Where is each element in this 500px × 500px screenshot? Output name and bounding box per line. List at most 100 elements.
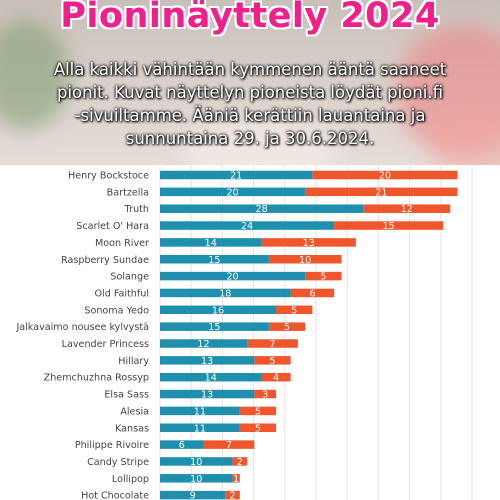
bar-segment-series-1 bbox=[160, 170, 313, 180]
data-label: 15 bbox=[208, 255, 220, 266]
bar-segment-series-1 bbox=[160, 255, 269, 264]
data-label: 4 bbox=[273, 373, 279, 384]
bar-segment-series-2 bbox=[232, 457, 248, 466]
bar-segment-series-1 bbox=[160, 204, 364, 213]
data-label: 6 bbox=[179, 440, 185, 451]
bar-segment-series-2 bbox=[363, 204, 451, 213]
chart-area: Henry Bockstoce 21 20 Bartzella 20 21 Truth 28 1… bbox=[0, 165, 500, 500]
category-label: Raspberry Sundae bbox=[61, 255, 149, 266]
data-label: 18 bbox=[219, 288, 231, 299]
category-label: Philippe Rivoire bbox=[75, 440, 149, 451]
data-label: 5 bbox=[291, 305, 297, 316]
bar-segment-series-1 bbox=[160, 406, 240, 416]
bar-segment-series-2 bbox=[247, 339, 298, 348]
data-label: 7 bbox=[226, 440, 232, 451]
bar-segment-series-1 bbox=[160, 339, 248, 348]
data-label: 21 bbox=[375, 187, 387, 198]
data-label: 21 bbox=[230, 171, 242, 182]
bar-segment-series-2 bbox=[276, 305, 313, 315]
bar-segment-series-2 bbox=[239, 406, 277, 416]
category-label: Zhemchuzhna Rossyp bbox=[44, 373, 149, 384]
data-label: 11 bbox=[194, 423, 206, 434]
page-title: Pioninäyttely 2024 bbox=[60, 0, 440, 36]
category-label: Hillary bbox=[118, 356, 149, 367]
data-label: 3 bbox=[262, 390, 268, 401]
data-label: 5 bbox=[255, 423, 261, 434]
category-label: Moon River bbox=[95, 238, 149, 249]
bar-segment-series-2 bbox=[254, 356, 291, 365]
subtitle-line: -sivuiltamme. Ääniä kerättiin lauantaina… bbox=[74, 106, 426, 125]
data-label: 5 bbox=[284, 322, 290, 333]
bar-segment-series-2 bbox=[268, 255, 342, 264]
bar-segment-series-2 bbox=[239, 423, 277, 432]
data-label: 14 bbox=[205, 373, 217, 384]
data-label: 5 bbox=[269, 356, 275, 367]
category-label: Henry Bockstoce bbox=[68, 171, 149, 182]
data-label: 10 bbox=[190, 457, 202, 468]
bar-segment-series-2 bbox=[268, 322, 306, 331]
subtitle-line: Alla kaikki vähintään kymmenen ääntä saa… bbox=[53, 60, 447, 79]
bar-segment-series-2 bbox=[261, 372, 291, 382]
data-label: 11 bbox=[194, 406, 206, 417]
header-banner: Pioninäyttely 2024 Alla kaikki vähintään… bbox=[0, 0, 500, 165]
subtitle-line: pionit. Kuvat näyttelyn pioneista löydät… bbox=[56, 83, 444, 102]
bar-segment-series-2 bbox=[290, 288, 335, 298]
category-label: Candy Stripe bbox=[87, 457, 149, 468]
category-label: Kansas bbox=[115, 423, 149, 434]
bar-segment-series-2 bbox=[261, 238, 356, 247]
category-label: Scarlet O' Hara bbox=[76, 221, 149, 232]
subtitle-line: sunnuntaina 29. ja 30.6.2024. bbox=[125, 129, 375, 148]
bar-segment-series-1 bbox=[160, 288, 291, 298]
data-label: 20 bbox=[226, 272, 238, 283]
data-label: 5 bbox=[255, 406, 261, 417]
data-label: 24 bbox=[241, 221, 253, 232]
data-label: 13 bbox=[303, 238, 315, 249]
category-label: Solange bbox=[110, 272, 149, 283]
data-label: 6 bbox=[309, 288, 315, 299]
data-label: 12 bbox=[401, 204, 413, 215]
light-petal-decoration bbox=[180, 120, 340, 165]
data-label: 15 bbox=[382, 221, 394, 232]
data-label: 2 bbox=[230, 491, 236, 500]
data-label: 15 bbox=[208, 322, 220, 333]
bar-segment-series-1 bbox=[160, 457, 233, 466]
bar-segment-series-1 bbox=[160, 389, 255, 399]
data-label: 20 bbox=[379, 171, 391, 182]
category-label: Old Faithful bbox=[94, 288, 149, 299]
category-label: Lavender Princess bbox=[62, 339, 149, 350]
data-label: 10 bbox=[299, 255, 311, 266]
category-label: Elsa Sass bbox=[104, 390, 149, 401]
bar-segment-series-2 bbox=[254, 389, 277, 399]
data-label: 13 bbox=[201, 356, 213, 367]
bar-segment-series-2 bbox=[305, 271, 342, 281]
data-label: 9 bbox=[190, 491, 196, 500]
bar-segment-series-1 bbox=[160, 490, 226, 500]
bar-segment-series-2 bbox=[334, 221, 443, 230]
data-label: 16 bbox=[212, 305, 224, 316]
foliage-decoration bbox=[0, 20, 70, 130]
subtitle: Alla kaikki vähintään kymmenen ääntä saa… bbox=[12, 58, 488, 150]
category-label: Truth bbox=[124, 204, 149, 215]
category-label: Alesia bbox=[120, 406, 149, 417]
bar-segment-series-1 bbox=[160, 238, 262, 247]
bar-segment-series-1 bbox=[160, 440, 204, 449]
data-label: 2 bbox=[237, 457, 243, 468]
data-label: 20 bbox=[226, 187, 238, 198]
data-label: 5 bbox=[320, 272, 326, 283]
bar-segment-series-1 bbox=[160, 305, 277, 315]
data-label: 10 bbox=[190, 474, 202, 485]
data-label: 28 bbox=[255, 204, 267, 215]
bar-segment-series-2 bbox=[312, 170, 458, 180]
data-label: 14 bbox=[205, 238, 217, 249]
bar-segment-series-1 bbox=[160, 271, 306, 281]
bar-segment-series-2 bbox=[305, 187, 458, 197]
bar-segment-series-1 bbox=[160, 423, 240, 432]
bar-segment-series-2 bbox=[225, 490, 240, 500]
bar-segment-series-2 bbox=[232, 474, 240, 483]
category-label: Bartzella bbox=[107, 187, 149, 198]
data-label: 1 bbox=[233, 474, 239, 485]
bar-segment-series-1 bbox=[160, 356, 255, 365]
data-label: 7 bbox=[269, 339, 275, 350]
bar-segment-series-1 bbox=[160, 322, 269, 331]
bar-segment-series-1 bbox=[160, 474, 233, 483]
